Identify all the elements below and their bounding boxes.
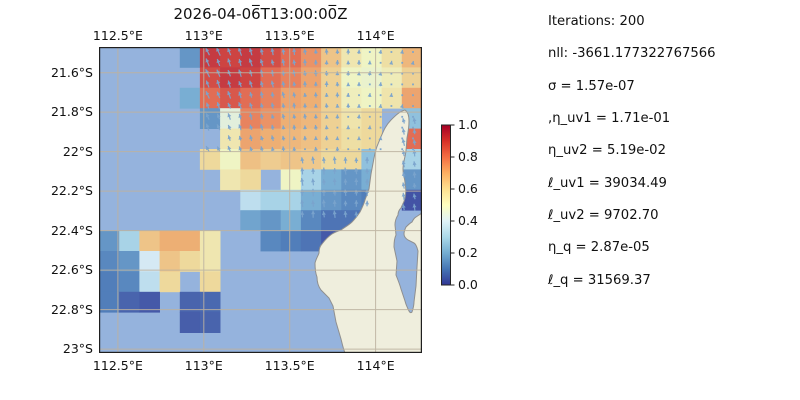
x-tick-label-bottom: 114°E: [356, 358, 395, 373]
x-tick-label-top: 113°E: [184, 28, 223, 43]
y-tick-label: 22.8°S: [50, 301, 93, 317]
colorbar-tick-label: 0.6: [458, 181, 478, 196]
colorbar-tick-label: 0.4: [458, 213, 478, 228]
y-tick-label: 22.6°S: [50, 262, 93, 278]
stat-ell-q: ℓ_q = 31569.37: [548, 273, 651, 288]
x-tick-label-top: 112.5°E: [92, 28, 143, 43]
y-tick-label: 22°S: [62, 143, 93, 159]
stat-iterations: Iterations: 200: [548, 14, 645, 29]
x-tick-label-top: 114°E: [356, 28, 395, 43]
stat-sigma: σ = 1.57e-07: [548, 79, 635, 94]
map-gridlines: [99, 47, 422, 353]
y-tick-label: 21.6°S: [50, 64, 93, 80]
stat-ell-uv1: ℓ_uv1 = 39034.49: [548, 176, 667, 191]
plot-title: 2026-04-06̅T13:00:00̅Z: [173, 5, 348, 23]
y-tick-label: 22.2°S: [50, 183, 93, 199]
colorbar: [441, 124, 455, 286]
y-tick-label: 22.4°S: [50, 222, 93, 238]
stat-eta-uv1: ,η_uv1 = 1.71e-01: [548, 111, 671, 126]
colorbar-tick-label: 1.0: [458, 117, 478, 132]
x-tick-label-top: 113.5°E: [264, 28, 315, 43]
axes-frame: [98, 46, 423, 354]
stat-eta-q: η_q = 2.87e-05: [548, 240, 650, 255]
x-tick-label-bottom: 113.5°E: [264, 358, 315, 373]
map-canvas: [98, 46, 423, 354]
stat-ell-uv2: ℓ_uv2 = 9702.70: [548, 208, 659, 223]
map-plot: [98, 46, 423, 354]
colorbar-gradient: [441, 124, 455, 286]
colorbar-tick-label: 0.8: [458, 149, 478, 164]
y-tick-label: 23°S: [62, 341, 93, 357]
y-tick-label: 21.8°S: [50, 104, 93, 120]
stats-panel: Iterations: 200 nll: -3661.177322767566 …: [548, 0, 798, 400]
x-tick-label-bottom: 113°E: [184, 358, 223, 373]
colorbar-tick-label: 0.0: [458, 277, 478, 292]
colorbar-tick-label: 0.2: [458, 245, 478, 260]
stat-eta-uv2: η_uv2 = 5.19e-02: [548, 143, 666, 158]
x-tick-label-bottom: 112.5°E: [92, 358, 143, 373]
stat-nll: nll: -3661.177322767566: [548, 46, 716, 61]
